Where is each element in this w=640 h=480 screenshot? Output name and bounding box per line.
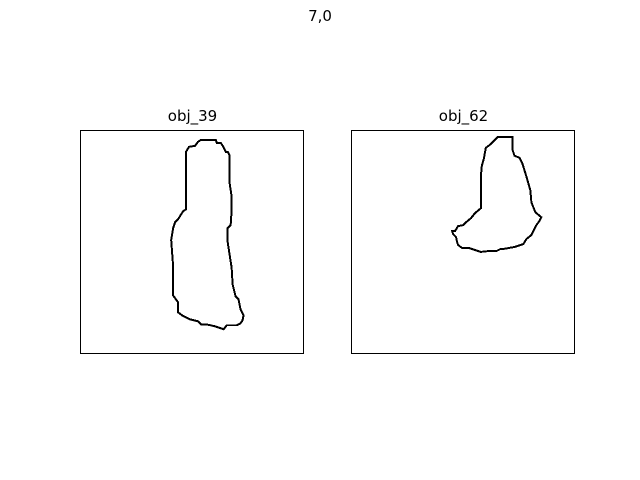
object-outline-left (170, 138, 245, 331)
object-outline-right-canvas (450, 135, 543, 253)
panel-title-left: obj_39 (167, 107, 218, 125)
panel-title-right: obj_62 (438, 107, 489, 125)
figure-title: 7,0 (308, 7, 332, 25)
object-outline-right (450, 135, 543, 253)
panel-left (80, 130, 304, 354)
object-outline-left-canvas (170, 138, 245, 331)
panel-right (351, 130, 575, 354)
